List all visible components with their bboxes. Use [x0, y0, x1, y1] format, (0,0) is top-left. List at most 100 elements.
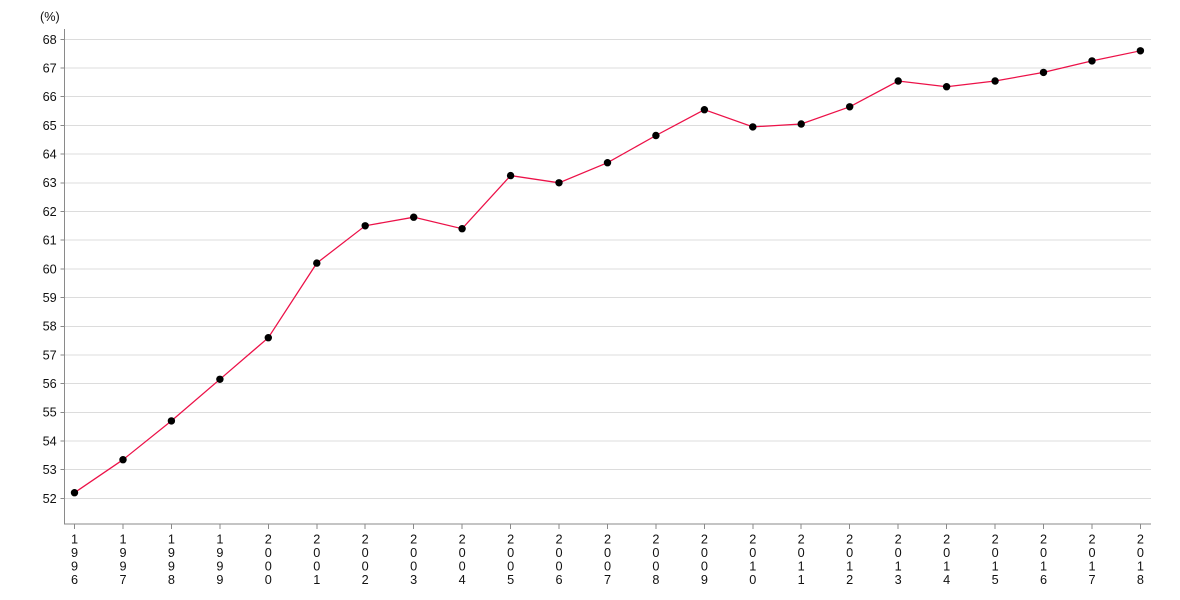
- svg-text:66: 66: [43, 90, 57, 104]
- svg-text:0: 0: [507, 560, 514, 574]
- svg-text:2: 2: [798, 533, 805, 547]
- svg-text:7: 7: [119, 573, 126, 587]
- svg-text:64: 64: [43, 148, 57, 162]
- svg-text:0: 0: [265, 573, 272, 587]
- svg-text:1: 1: [992, 560, 999, 574]
- svg-text:58: 58: [43, 320, 57, 334]
- svg-text:6: 6: [71, 573, 78, 587]
- svg-text:0: 0: [362, 546, 369, 560]
- svg-text:4: 4: [943, 573, 950, 587]
- svg-text:6: 6: [555, 573, 562, 587]
- svg-text:56: 56: [43, 377, 57, 391]
- svg-text:1: 1: [119, 533, 126, 547]
- svg-text:0: 0: [555, 546, 562, 560]
- svg-text:1: 1: [1137, 560, 1144, 574]
- svg-text:2: 2: [846, 573, 853, 587]
- svg-text:1: 1: [798, 560, 805, 574]
- svg-text:2: 2: [1088, 533, 1095, 547]
- svg-text:60: 60: [43, 262, 57, 276]
- svg-text:2: 2: [604, 533, 611, 547]
- svg-text:0: 0: [410, 546, 417, 560]
- svg-text:0: 0: [265, 560, 272, 574]
- svg-text:1: 1: [846, 560, 853, 574]
- svg-text:0: 0: [895, 546, 902, 560]
- svg-text:1: 1: [168, 533, 175, 547]
- svg-text:68: 68: [43, 33, 57, 47]
- svg-text:3: 3: [895, 573, 902, 587]
- svg-text:0: 0: [652, 546, 659, 560]
- svg-text:0: 0: [410, 560, 417, 574]
- svg-text:0: 0: [749, 573, 756, 587]
- svg-text:0: 0: [749, 546, 756, 560]
- svg-text:8: 8: [652, 573, 659, 587]
- svg-text:9: 9: [701, 573, 708, 587]
- svg-text:0: 0: [701, 560, 708, 574]
- svg-text:0: 0: [652, 560, 659, 574]
- svg-text:54: 54: [43, 434, 57, 448]
- svg-text:0: 0: [846, 546, 853, 560]
- svg-text:2: 2: [652, 533, 659, 547]
- svg-text:3: 3: [410, 573, 417, 587]
- svg-text:62: 62: [43, 205, 57, 219]
- svg-text:5: 5: [507, 573, 514, 587]
- svg-text:2: 2: [1040, 533, 1047, 547]
- svg-text:0: 0: [992, 546, 999, 560]
- svg-text:2: 2: [362, 533, 369, 547]
- svg-text:59: 59: [43, 291, 57, 305]
- svg-text:0: 0: [1137, 546, 1144, 560]
- svg-text:8: 8: [168, 573, 175, 587]
- svg-text:2: 2: [701, 533, 708, 547]
- svg-text:2: 2: [992, 533, 999, 547]
- svg-text:9: 9: [119, 560, 126, 574]
- svg-text:9: 9: [71, 560, 78, 574]
- svg-text:9: 9: [168, 546, 175, 560]
- svg-text:1: 1: [749, 560, 756, 574]
- svg-text:2: 2: [507, 533, 514, 547]
- svg-text:67: 67: [43, 61, 57, 75]
- svg-text:1: 1: [798, 573, 805, 587]
- svg-text:4: 4: [459, 573, 466, 587]
- svg-text:2: 2: [846, 533, 853, 547]
- svg-text:0: 0: [701, 546, 708, 560]
- svg-text:2: 2: [410, 533, 417, 547]
- svg-text:9: 9: [216, 573, 223, 587]
- svg-text:0: 0: [459, 546, 466, 560]
- svg-text:2: 2: [459, 533, 466, 547]
- svg-text:1: 1: [943, 560, 950, 574]
- svg-text:0: 0: [1088, 546, 1095, 560]
- svg-text:0: 0: [459, 560, 466, 574]
- svg-text:1: 1: [1088, 560, 1095, 574]
- svg-text:(%): (%): [40, 10, 60, 24]
- svg-text:0: 0: [555, 560, 562, 574]
- svg-text:0: 0: [943, 546, 950, 560]
- svg-text:0: 0: [313, 546, 320, 560]
- svg-text:0: 0: [798, 546, 805, 560]
- svg-text:65: 65: [43, 119, 57, 133]
- svg-text:2: 2: [749, 533, 756, 547]
- svg-text:0: 0: [313, 560, 320, 574]
- svg-text:0: 0: [604, 546, 611, 560]
- svg-text:57: 57: [43, 348, 57, 362]
- svg-text:9: 9: [168, 560, 175, 574]
- svg-text:0: 0: [362, 560, 369, 574]
- svg-text:2: 2: [555, 533, 562, 547]
- svg-text:53: 53: [43, 463, 57, 477]
- svg-text:55: 55: [43, 406, 57, 420]
- svg-text:0: 0: [1040, 546, 1047, 560]
- svg-text:7: 7: [604, 573, 611, 587]
- svg-text:6: 6: [1040, 573, 1047, 587]
- svg-text:5: 5: [992, 573, 999, 587]
- svg-text:63: 63: [43, 176, 57, 190]
- svg-text:7: 7: [1088, 573, 1095, 587]
- svg-text:2: 2: [943, 533, 950, 547]
- svg-text:2: 2: [313, 533, 320, 547]
- svg-text:9: 9: [119, 546, 126, 560]
- svg-text:8: 8: [1137, 573, 1144, 587]
- svg-text:2: 2: [265, 533, 272, 547]
- svg-text:9: 9: [216, 546, 223, 560]
- svg-text:2: 2: [362, 573, 369, 587]
- svg-text:1: 1: [1040, 560, 1047, 574]
- svg-text:2: 2: [895, 533, 902, 547]
- svg-text:0: 0: [604, 560, 611, 574]
- svg-text:0: 0: [265, 546, 272, 560]
